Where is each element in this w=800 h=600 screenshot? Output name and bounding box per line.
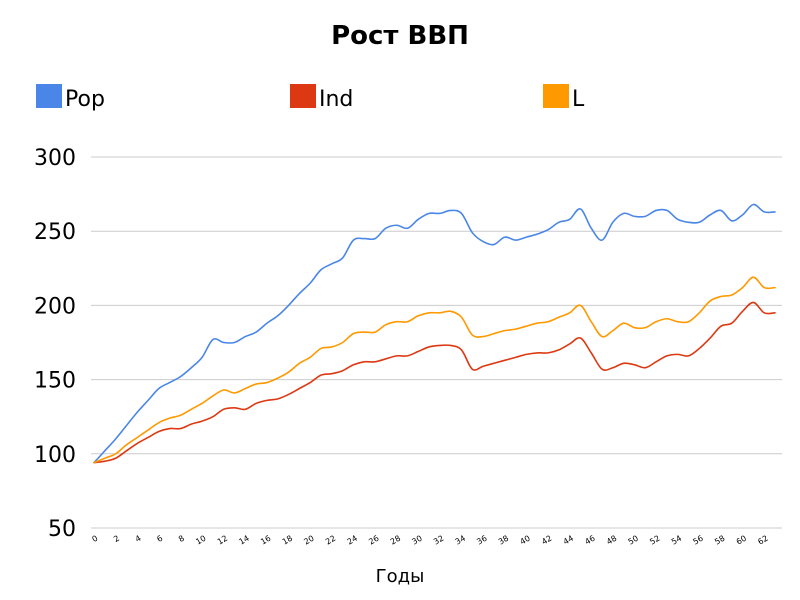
x-axis-ticks: 0 2 4 6 8 10 12 14 16 18 20 22 24 26 28 30 32 34 36 38 40 42 4…: [91, 534, 770, 547]
y-axis-ticks: 50 100 150 200 250 300: [34, 146, 76, 542]
x-tick-label: 16: [259, 534, 272, 547]
x-tick-label: 56: [691, 534, 704, 547]
x-tick-label: 58: [713, 534, 726, 547]
x-tick-label: 2: [112, 534, 121, 544]
x-tick-label: 20: [302, 534, 315, 547]
x-tick-label: 38: [497, 534, 510, 547]
x-tick-label: 26: [367, 534, 380, 547]
legend-swatch-pop: [36, 84, 62, 108]
x-tick-label: 8: [177, 534, 186, 544]
x-tick-label: 10: [194, 534, 207, 547]
x-tick-label: 34: [454, 534, 467, 547]
x-tick-label: 42: [540, 534, 553, 547]
x-tick-label: 54: [670, 534, 683, 547]
x-tick-label: 36: [475, 534, 488, 547]
x-tick-label: 6: [155, 534, 164, 544]
chart-title: Рост ВВП: [331, 21, 469, 51]
legend: Pop Ind L: [36, 84, 585, 112]
x-tick-label: 14: [237, 534, 250, 547]
x-tick-label: 60: [735, 534, 748, 547]
y-tick-label: 50: [48, 517, 76, 542]
x-tick-label: 0: [91, 534, 100, 544]
series-line-l: [93, 276, 776, 464]
y-tick-label: 150: [34, 369, 76, 394]
x-tick-label: 52: [648, 534, 661, 547]
x-tick-label: 28: [389, 534, 402, 547]
x-tick-label: 18: [281, 534, 294, 547]
x-tick-label: 46: [583, 534, 596, 547]
x-tick-label: 4: [134, 534, 143, 544]
x-tick-label: 40: [519, 534, 532, 547]
y-tick-label: 200: [34, 294, 76, 319]
series-line-ind: [93, 301, 776, 464]
y-tick-label: 100: [34, 443, 76, 468]
x-tick-label: 44: [562, 534, 575, 547]
legend-label-l: L: [572, 87, 585, 112]
legend-swatch-ind: [290, 84, 316, 108]
x-axis-label: Годы: [376, 566, 425, 587]
series-group: [93, 203, 776, 464]
y-tick-label: 250: [34, 220, 76, 245]
x-tick-label: 62: [756, 534, 769, 547]
series-line-pop: [93, 203, 776, 464]
x-tick-label: 32: [432, 534, 445, 547]
legend-label-pop: Pop: [65, 87, 105, 112]
legend-label-ind: Ind: [319, 87, 353, 112]
grid: [91, 156, 782, 529]
x-tick-label: 22: [324, 534, 337, 547]
x-tick-label: 30: [410, 534, 423, 547]
legend-swatch-l: [543, 84, 569, 108]
x-tick-label: 12: [216, 534, 229, 547]
x-tick-label: 24: [346, 534, 359, 547]
x-tick-label: 48: [605, 534, 618, 547]
y-tick-label: 300: [34, 146, 76, 171]
x-tick-label: 50: [627, 534, 640, 547]
